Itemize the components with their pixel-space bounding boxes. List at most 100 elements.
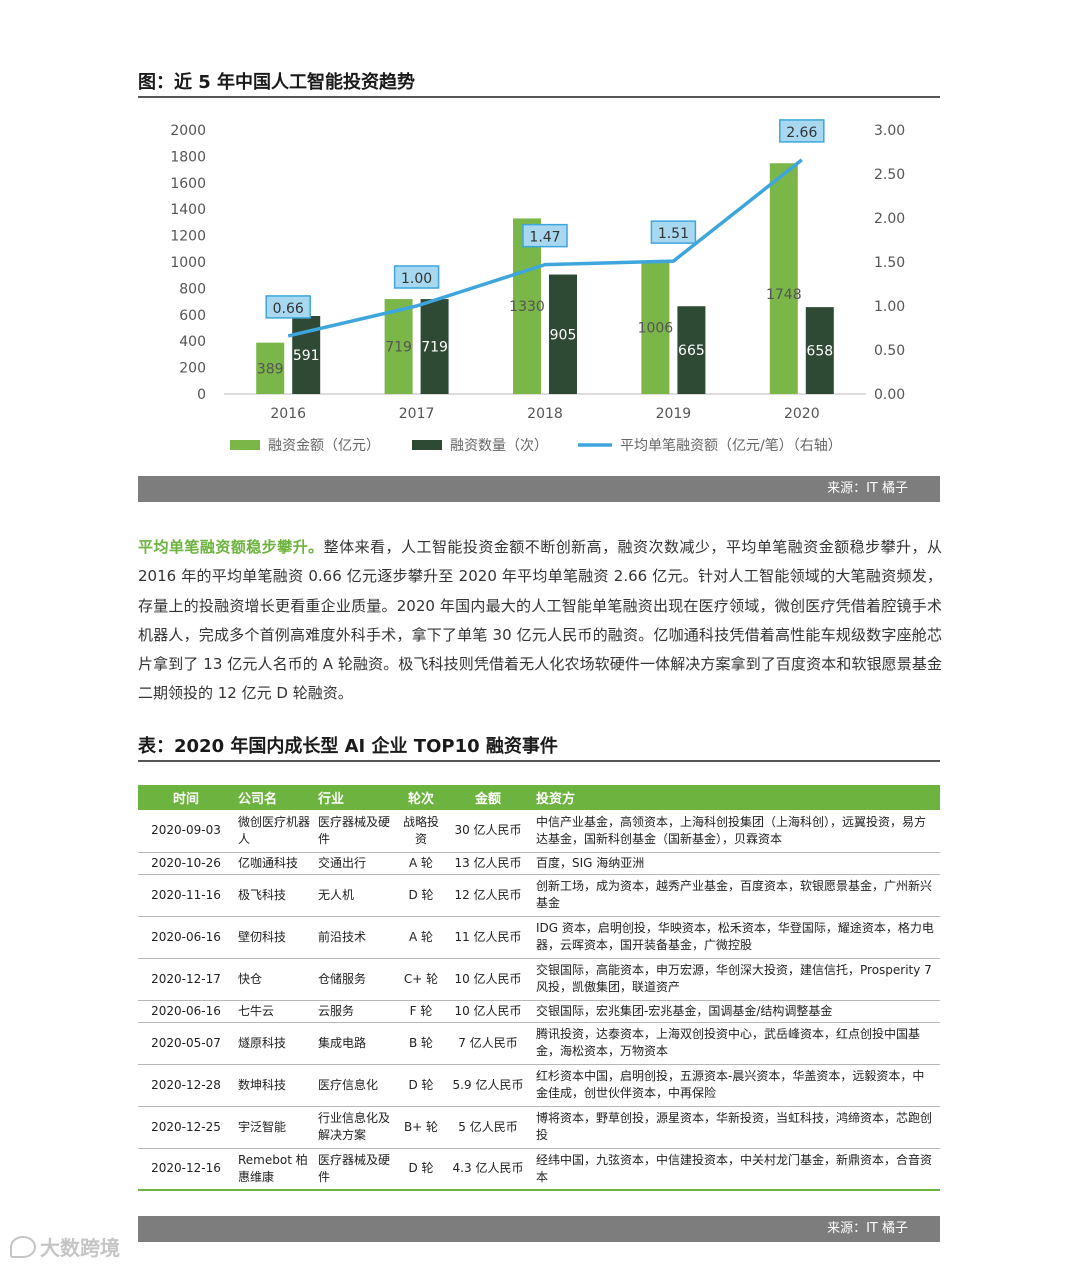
right-axis-tick: 2.00 bbox=[874, 211, 905, 227]
table-row: 2020-12-28 数坤科技 医疗信息化 D 轮 5.9 亿人民币 红杉资本中国，启明创… bbox=[138, 1064, 940, 1107]
legend-amount-label: 融资金额（亿元） bbox=[268, 438, 380, 454]
line-label-box bbox=[393, 265, 440, 289]
cell-col-company: 壁仞科技 bbox=[234, 916, 314, 959]
right-axis-tick: 3.00 bbox=[874, 123, 905, 139]
watermark: 大数跨境 bbox=[10, 1232, 120, 1261]
cell-col-round: D 轮 bbox=[398, 874, 444, 917]
cell-col-round: D 轮 bbox=[398, 1064, 444, 1107]
bar-count-label: 591 bbox=[293, 348, 320, 364]
table-row: 2020-09-03 微创医疗机器人 医疗器械及硬件 战略投资 30 亿人民币 中信产业基… bbox=[138, 810, 940, 853]
left-axis-tick: 2000 bbox=[170, 123, 206, 139]
body-paragraph: 平均单笔融资额稳步攀升。整体来看，人工智能投资金额不断创新高，融资次数减少，平均… bbox=[138, 533, 942, 709]
cell-col-date: 2020-12-17 bbox=[138, 958, 234, 1001]
bar-amount bbox=[769, 163, 798, 394]
cell-col-investors: 交银国际，宏兆集团-宏兆基金，国调基金/结构调整基金 bbox=[532, 1000, 940, 1023]
left-axis-tick: 400 bbox=[179, 334, 206, 350]
line-label-box bbox=[779, 119, 825, 143]
cell-col-amount: 4.3 亿人民币 bbox=[444, 1148, 532, 1191]
left-axis-tick: 600 bbox=[179, 308, 206, 324]
x-axis-tick: 2019 bbox=[656, 406, 692, 422]
line-label: 0.66 bbox=[273, 301, 304, 317]
header-col-date: 时间 bbox=[138, 785, 234, 810]
cell-col-date: 2020-12-16 bbox=[138, 1148, 234, 1191]
left-axis-tick: 1000 bbox=[170, 255, 206, 271]
bar-amount-label: 389 bbox=[257, 361, 284, 377]
bar-amount bbox=[641, 261, 670, 394]
watermark-text: 大数跨境 bbox=[40, 1236, 120, 1260]
bar-amount bbox=[513, 218, 541, 394]
legend-count-swatch bbox=[412, 440, 442, 450]
cell-col-investors: 交银国际，高能资本，申万宏源，华创深大投资，建信信托，Prosperity 7 … bbox=[532, 958, 940, 1001]
cell-col-amount: 7 亿人民币 bbox=[444, 1022, 532, 1065]
cell-col-company: 燧原科技 bbox=[234, 1022, 314, 1065]
chart-title-rule bbox=[138, 96, 940, 98]
line-label-box bbox=[522, 223, 568, 248]
x-axis-tick: 2018 bbox=[527, 406, 563, 422]
bar-count-label: 658 bbox=[806, 344, 833, 360]
legend-line-label: 平均单笔融资额（亿元/笔）（右轴） bbox=[620, 438, 842, 454]
cell-col-company: 宇泛智能 bbox=[234, 1106, 314, 1149]
cell-col-round: 战略投资 bbox=[398, 810, 444, 853]
cell-col-company: 极飞科技 bbox=[234, 874, 314, 917]
cell-col-company: 亿咖通科技 bbox=[234, 852, 314, 875]
funding-table: 时间 公司名 行业 轮次 金额 投资方 2020-09-03 微创医疗机器人 医疗器械及硬件战… bbox=[138, 785, 940, 1191]
cell-col-investors: 百度，SIG 海纳亚洲 bbox=[532, 852, 940, 875]
header-col-industry: 行业 bbox=[314, 785, 398, 810]
cell-col-investors: 经纬中国，九弦资本，中信建投资本，中关村龙门基金，新鼎资本，合音资本 bbox=[532, 1148, 940, 1191]
legend-amount-swatch bbox=[230, 440, 260, 450]
cell-col-round: F 轮 bbox=[398, 1000, 444, 1023]
cell-col-date: 2020-09-03 bbox=[138, 810, 234, 853]
bar-count bbox=[677, 306, 706, 394]
cell-col-amount: 5.9 亿人民币 bbox=[444, 1064, 532, 1107]
header-col-investors: 投资方 bbox=[532, 785, 940, 810]
cell-col-industry: 医疗器械及硬件 bbox=[314, 1148, 398, 1191]
header-col-round: 轮次 bbox=[398, 785, 444, 810]
line-label: 1.47 bbox=[529, 230, 560, 246]
cell-col-date: 2020-06-16 bbox=[138, 916, 234, 959]
line-label-box bbox=[650, 220, 697, 244]
left-axis-tick: 800 bbox=[179, 281, 206, 297]
cell-col-amount: 5 亿人民币 bbox=[444, 1106, 532, 1149]
table-row: 2020-12-17 快仓 仓储服务 C+ 轮 10 亿人民币 交银国际，高能资本，申万宏… bbox=[138, 958, 940, 1001]
bar-amount-label: 1748 bbox=[766, 287, 802, 303]
cell-col-investors: 创新工场，成为资本，越秀产业基金，百度资本，软银愿景基金，广州新兴基金 bbox=[532, 874, 940, 917]
cell-col-date: 2020-12-28 bbox=[138, 1064, 234, 1107]
chart-source: 来源：IT 橘子 bbox=[138, 476, 940, 502]
table-body: 2020-09-03 微创医疗机器人 医疗器械及硬件 战略投资 30 亿人民币 中信产业基… bbox=[138, 810, 940, 1191]
header-col-amount: 金额 bbox=[444, 785, 532, 810]
table-title-rule bbox=[138, 760, 940, 762]
header-col-company: 公司名 bbox=[234, 785, 314, 810]
watermark-icon bbox=[10, 1235, 36, 1258]
bar-count-label: 719 bbox=[421, 340, 448, 356]
cell-col-industry: 集成电路 bbox=[314, 1022, 398, 1065]
investment-trend-chart: 0 200 400 600 800 1000 1200 1400 1600 1800 2000 0.0… bbox=[170, 119, 905, 454]
cell-col-industry: 交通出行 bbox=[314, 852, 398, 875]
cell-col-industry: 无人机 bbox=[314, 874, 398, 917]
x-axis-tick: 2017 bbox=[399, 406, 435, 422]
line-label: 1.51 bbox=[658, 226, 689, 242]
cell-col-date: 2020-12-25 bbox=[138, 1106, 234, 1149]
cell-col-round: A 轮 bbox=[398, 852, 444, 875]
x-axis-tick: 2016 bbox=[270, 406, 306, 422]
chart-title: 图：近 5 年中国人工智能投资趋势 bbox=[138, 72, 416, 93]
bar-amount bbox=[384, 299, 413, 394]
cell-col-industry: 前沿技术 bbox=[314, 916, 398, 959]
cell-col-round: D 轮 bbox=[398, 1148, 444, 1191]
cell-col-date: 2020-10-26 bbox=[138, 852, 234, 875]
cell-col-industry: 云服务 bbox=[314, 1000, 398, 1023]
cell-col-industry: 医疗信息化 bbox=[314, 1064, 398, 1107]
line-label: 2.66 bbox=[786, 125, 817, 141]
table-row: 2020-06-16 壁仞科技 前沿技术 A 轮 11 亿人民币 IDG 资本，启明创投，… bbox=[138, 916, 940, 959]
avg-line bbox=[287, 158, 803, 338]
table-row: 2020-10-26 亿咖通科技 交通出行 A 轮 13 亿人民币 百度，SIG 海纳亚洲 bbox=[138, 852, 940, 875]
bar-amount-label: 719 bbox=[385, 340, 412, 356]
right-axis-tick: 0.50 bbox=[874, 343, 905, 359]
paragraph-lead: 平均单笔融资额稳步攀升。 bbox=[138, 538, 324, 556]
cell-col-company: 数坤科技 bbox=[234, 1064, 314, 1107]
cell-col-industry: 仓储服务 bbox=[314, 958, 398, 1001]
table-row: 2020-11-16 极飞科技 无人机 D 轮 12 亿人民币 创新工场，成为资本，越秀产… bbox=[138, 874, 940, 917]
bar-amount-label: 1006 bbox=[638, 321, 674, 337]
cell-col-amount: 13 亿人民币 bbox=[444, 852, 532, 875]
